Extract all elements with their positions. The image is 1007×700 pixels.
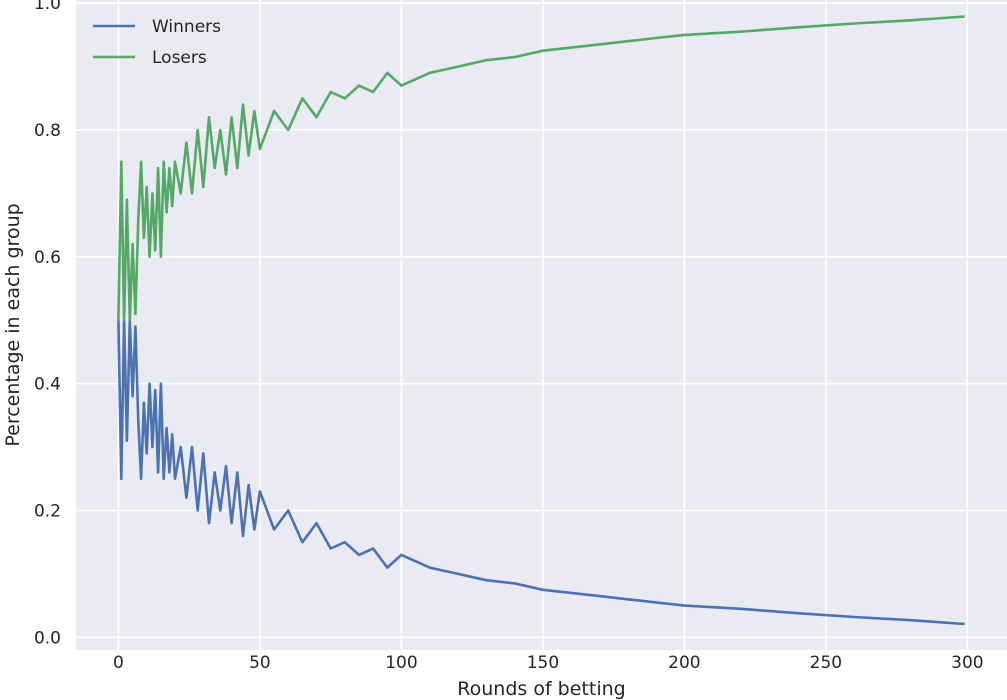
x-tick-label: 0	[113, 653, 124, 673]
x-tick-label: 150	[527, 653, 559, 673]
y-tick-label: 0.4	[34, 375, 61, 395]
x-tick-label: 250	[810, 653, 842, 673]
tick-labels: 0 50 100 150 200 250 300 0.0 0.2 0.4 0.6 0.8 1.0	[34, 0, 984, 673]
series-line-winners	[117, 318, 965, 626]
x-tick-label: 300	[951, 653, 983, 673]
x-tick-label: 100	[385, 653, 417, 673]
legend: Winners Losers	[93, 17, 221, 68]
series-layer	[117, 15, 965, 626]
y-tick-label: 1.0	[34, 0, 61, 14]
x-tick-label: 200	[668, 653, 700, 673]
legend-label-losers: Losers	[152, 48, 207, 68]
y-axis-label: Percentage in each group	[2, 203, 24, 446]
y-tick-label: 0.8	[34, 121, 61, 141]
series-line-losers	[117, 15, 965, 322]
x-axis-label: Rounds of betting	[457, 678, 625, 700]
plot-area	[76, 0, 1007, 650]
y-tick-label: 0.2	[34, 501, 61, 521]
legend-label-winners: Winners	[152, 17, 221, 37]
y-tick-label: 0.6	[34, 248, 61, 268]
y-tick-label: 0.0	[34, 628, 61, 648]
x-tick-label: 50	[249, 653, 271, 673]
